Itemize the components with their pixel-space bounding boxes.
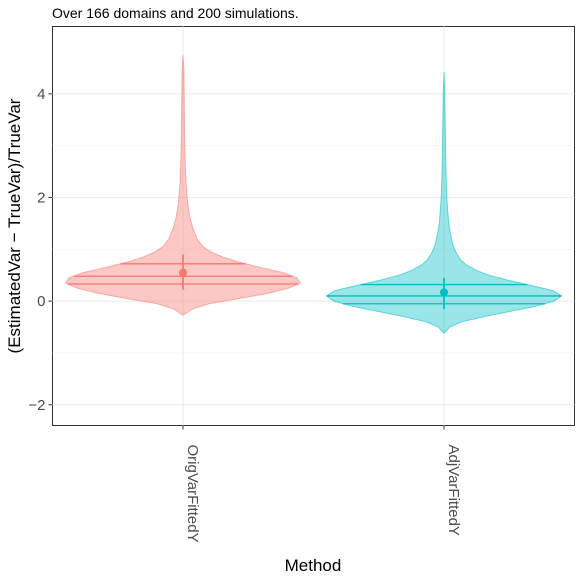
x-axis-title: Method bbox=[285, 556, 342, 575]
y-axis-title: (EstimatedVar − TrueVar)/TrueVar bbox=[5, 98, 24, 353]
x-tick-label: OrigVarFittedY bbox=[184, 445, 201, 543]
y-axis-ticks: −2 0 2 4 bbox=[28, 86, 53, 414]
mean-point-OrigVarFittedY bbox=[179, 268, 187, 277]
violin-OrigVarFittedY bbox=[64, 54, 302, 316]
x-tick-label: AdjVarFittedY bbox=[445, 445, 462, 536]
mean-point-AdjVarFittedY bbox=[440, 288, 448, 297]
x-axis-ticks: OrigVarFittedY AdjVarFittedY bbox=[182, 425, 462, 543]
violins bbox=[64, 54, 563, 334]
chart-subtitle: Over 166 domains and 200 simulations. bbox=[52, 5, 299, 21]
y-tick-label: 0 bbox=[37, 293, 45, 310]
y-tick-label: 2 bbox=[37, 190, 45, 207]
violin-AdjVarFittedY bbox=[325, 72, 563, 334]
y-tick-label: −2 bbox=[28, 397, 45, 414]
plot-panel bbox=[52, 26, 575, 426]
y-tick-label: 4 bbox=[37, 86, 45, 103]
